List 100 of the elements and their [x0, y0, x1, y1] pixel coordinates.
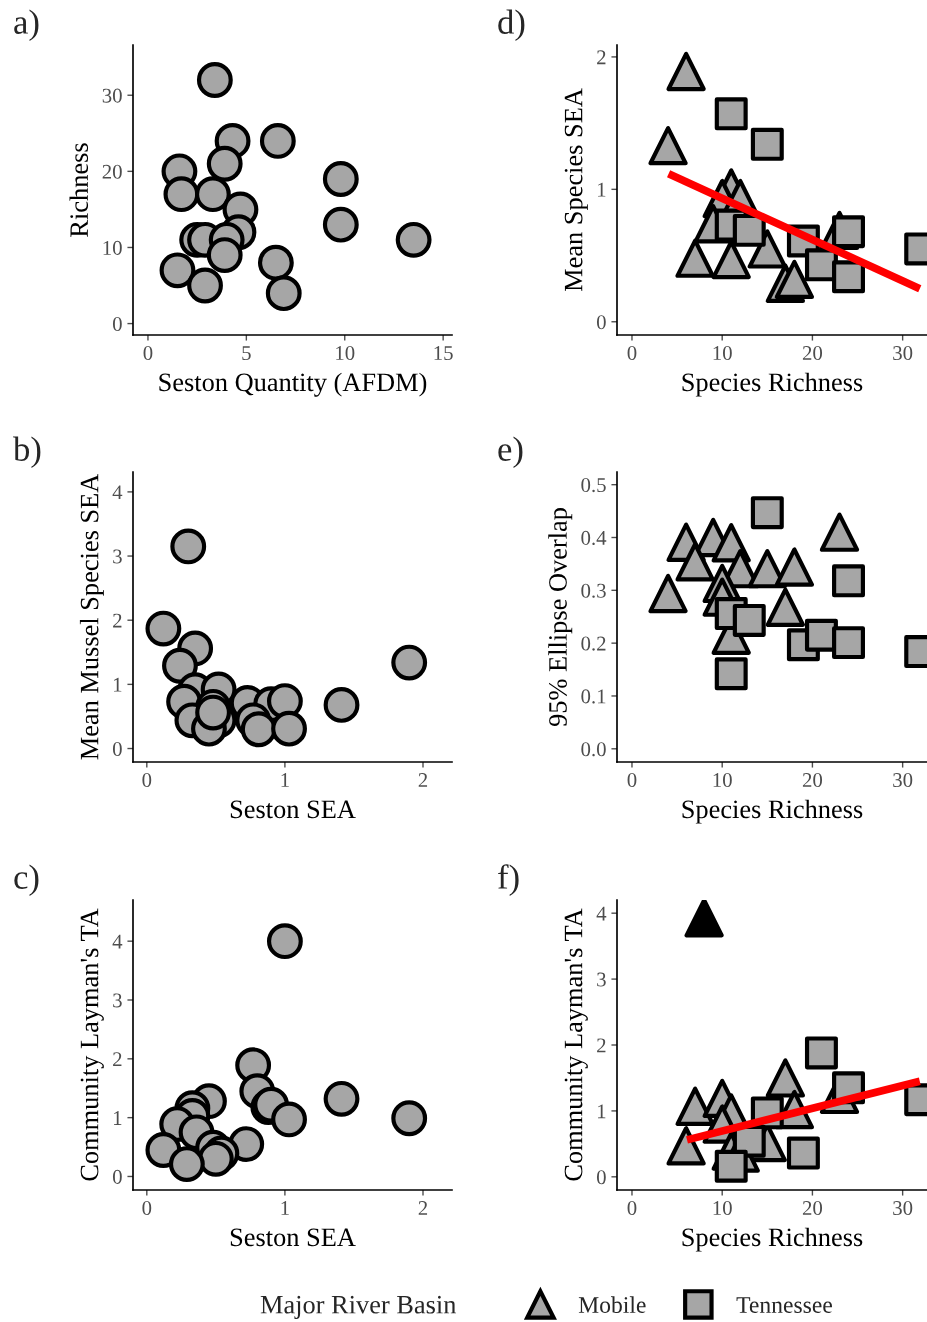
y-axis-title: 95% Ellipse Overlap [548, 508, 573, 727]
chart-title: a) [14, 9, 39, 41]
point [257, 244, 294, 281]
x-axis-title: Species Richness [682, 1227, 863, 1252]
x-tick-label: 1 [281, 773, 289, 787]
legend-label: Mobile [578, 1296, 646, 1313]
point [206, 237, 243, 273]
y-tick-label: 0.1 [581, 689, 606, 704]
x-tick-label: 0 [142, 1201, 152, 1216]
y-tick-label: 0.3 [581, 583, 606, 598]
point [266, 683, 303, 719]
y-tick-label: 1 [114, 677, 122, 692]
y-tick-label: 4 [596, 906, 607, 921]
y-tick-label: 0 [112, 316, 122, 332]
point [648, 125, 688, 166]
y-tick-label: 0.4 [581, 530, 607, 546]
point [162, 647, 198, 684]
x-tick-label: 2 [418, 1201, 428, 1215]
point [666, 1126, 706, 1166]
point [195, 694, 232, 731]
y-tick-label: 0 [112, 1169, 122, 1184]
point [732, 603, 766, 637]
point [391, 644, 428, 681]
point [714, 97, 748, 131]
point [240, 711, 277, 748]
point [714, 1149, 748, 1183]
point [168, 1146, 205, 1183]
point [170, 528, 207, 565]
point [666, 51, 706, 92]
point [832, 260, 865, 294]
x-tick-label: 0 [627, 773, 637, 788]
x-tick-label: 10 [713, 773, 732, 788]
y-tick-label: 4 [112, 934, 123, 949]
point [323, 686, 360, 723]
y-tick-label: 0 [596, 315, 606, 330]
x-tick-label: 30 [893, 346, 913, 361]
point [819, 512, 860, 552]
y-tick-label: 3 [597, 972, 606, 987]
point [187, 267, 223, 304]
x-axis-title: Species Richness [682, 799, 863, 824]
point [774, 547, 815, 587]
x-axis-title: Seston SEA [230, 1228, 356, 1247]
point [271, 1101, 307, 1138]
x-tick-label: 5 [242, 346, 251, 361]
x-tick-label: 30 [893, 773, 913, 788]
point [750, 496, 784, 530]
y-tick-label: 4 [112, 485, 123, 500]
y-tick-label: 2 [113, 613, 122, 628]
y-axis-title: Richness [69, 143, 89, 237]
x-tick-label: 0 [142, 773, 152, 788]
x-tick-label: 10 [713, 1201, 732, 1216]
x-tick-label: 10 [336, 346, 355, 361]
chart-title: d) [498, 9, 525, 41]
point [197, 1140, 234, 1177]
y-tick-label: 1 [598, 182, 606, 197]
point [750, 127, 784, 161]
x-tick-label: 30 [893, 1201, 913, 1216]
point [804, 1036, 838, 1070]
point [271, 710, 307, 747]
point [648, 573, 688, 614]
point [194, 176, 231, 213]
x-tick-label: 0 [627, 1201, 637, 1216]
x-tick-label: 20 [802, 346, 823, 361]
point [765, 1058, 806, 1098]
y-tick-label: 0 [596, 1170, 606, 1185]
x-tick-label: 1 [281, 1201, 289, 1215]
point [266, 923, 303, 960]
y-tick-label: 2 [597, 50, 606, 65]
point [711, 239, 751, 280]
point [196, 62, 233, 98]
point [675, 238, 715, 278]
point [259, 122, 296, 159]
point [786, 1136, 820, 1170]
y-tick-label: 2 [597, 1038, 606, 1053]
y-tick-label: 2 [113, 1052, 122, 1067]
x-tick-label: 0 [143, 346, 153, 361]
point [747, 229, 787, 269]
point [395, 221, 432, 258]
point [322, 206, 359, 243]
y-tick-label: 0.0 [581, 742, 606, 757]
y-axis-title: Mean Species SEA [564, 88, 588, 292]
x-tick-label: 2 [418, 773, 428, 787]
x-tick-label: 10 [713, 346, 732, 361]
y-tick-label: 0.2 [581, 636, 606, 651]
point [391, 1100, 428, 1137]
y-tick-label: 10 [103, 240, 122, 255]
point [832, 626, 865, 660]
point [322, 161, 359, 197]
y-axis-title: Mean Mussel Species SEA [79, 473, 104, 760]
y-axis-title: Community Layman's TA [564, 908, 588, 1181]
y-tick-label: 1 [598, 1104, 606, 1119]
x-axis-title: Species Richness [682, 372, 863, 397]
chart-title: c) [14, 864, 39, 896]
point [675, 542, 715, 582]
x-tick-label: 15 [434, 346, 453, 361]
legend-label: Tennessee [736, 1297, 832, 1313]
point [206, 145, 243, 182]
point [163, 176, 200, 213]
chart-title: b) [13, 436, 41, 468]
point [323, 1080, 360, 1117]
